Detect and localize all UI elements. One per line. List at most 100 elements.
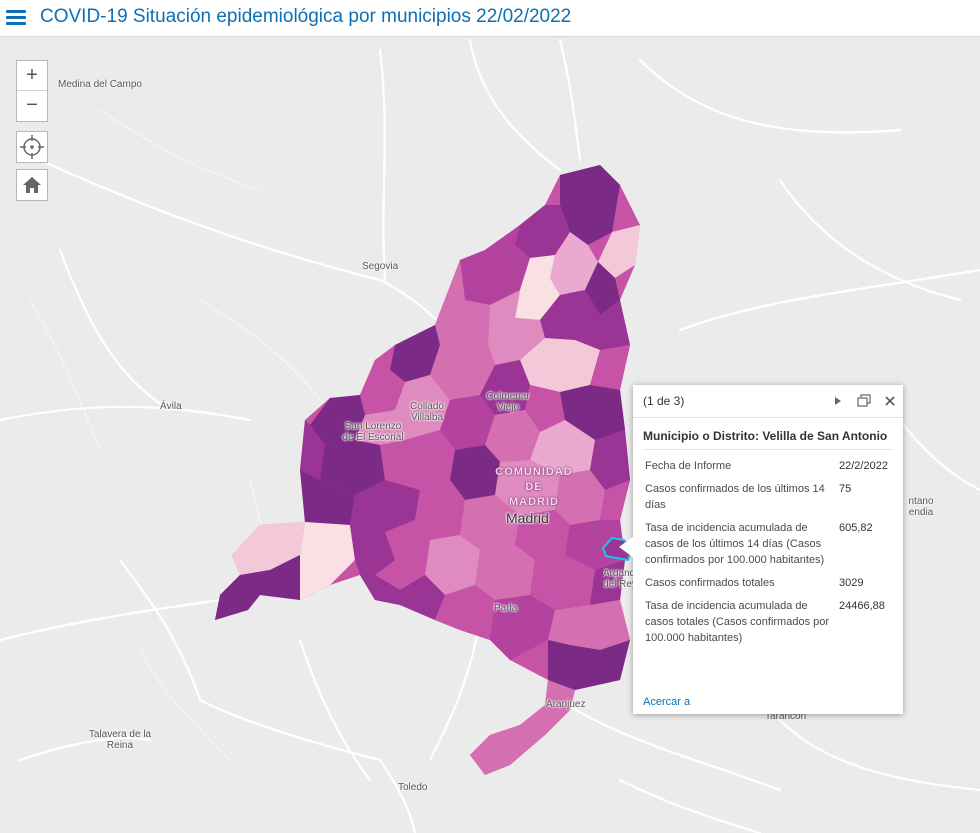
municipality[interactable]	[590, 345, 630, 390]
city-label: Aranjuez	[546, 699, 586, 710]
municipality[interactable]	[390, 325, 440, 382]
municipality[interactable]	[350, 480, 420, 532]
municipality[interactable]	[355, 375, 450, 445]
municipality[interactable]	[515, 510, 570, 560]
municipality[interactable]	[232, 522, 305, 575]
municipality[interactable]	[548, 600, 630, 650]
municipality[interactable]	[530, 420, 595, 475]
locate-button[interactable]	[16, 131, 48, 163]
city-label: Medina del Campo	[58, 79, 142, 90]
municipality[interactable]	[300, 522, 355, 600]
city-label: Parla	[494, 603, 518, 614]
municipality[interactable]	[548, 640, 630, 690]
municipality[interactable]	[480, 360, 530, 415]
attribute-label: Tasa de incidencia acumulada de casos de…	[645, 522, 825, 566]
municipality[interactable]	[530, 555, 595, 610]
attribute-label: Tasa de incidencia acumulada de casos to…	[645, 600, 830, 644]
municipality[interactable]	[460, 495, 520, 550]
attribute-label: Casos confirmados de los últimos 14 días	[645, 483, 825, 511]
municipality[interactable]	[440, 395, 495, 450]
municipality[interactable]	[600, 480, 630, 520]
municipality[interactable]	[435, 585, 495, 640]
municipality[interactable]	[425, 535, 480, 595]
attribute-row: Tasa de incidencia acumulada de casos to…	[643, 595, 895, 650]
city-label: Talavera de la Reina	[88, 729, 152, 751]
municipality[interactable]	[490, 595, 555, 660]
municipality[interactable]	[555, 470, 605, 525]
city-label: Madrid	[506, 510, 549, 526]
city-label: Segovia	[362, 261, 399, 272]
attribute-label: Casos confirmados totales	[645, 577, 775, 589]
municipality[interactable]	[435, 260, 490, 352]
attribute-value: 24466,88	[839, 600, 885, 612]
municipality[interactable]	[590, 430, 630, 490]
municipality[interactable]	[310, 395, 365, 445]
municipality[interactable]	[515, 205, 570, 258]
madrid-region[interactable]	[215, 165, 640, 775]
popup-title: Municipio o Distrito: Velilla de San Ant…	[643, 429, 888, 443]
menu-icon[interactable]	[6, 10, 28, 26]
info-popup: (1 de 3) Municipio o Distrito: Velilla d…	[633, 385, 903, 714]
zoom-in-button[interactable]: +	[17, 61, 47, 91]
map-canvas[interactable]	[0, 37, 980, 833]
municipality[interactable]	[560, 165, 620, 245]
attribute-value: 22/2/2022	[839, 460, 888, 472]
municipality[interactable]	[360, 575, 445, 620]
municipality[interactable]	[470, 680, 575, 775]
municipality[interactable]	[485, 410, 540, 462]
zoom-to-link[interactable]: Acercar a	[643, 696, 691, 708]
popup-counter: (1 de 3)	[643, 394, 685, 408]
municipality[interactable]	[525, 385, 565, 432]
next-feature-button[interactable]	[829, 392, 847, 410]
municipality[interactable]	[215, 555, 300, 620]
city-label: ntano endia	[908, 496, 934, 518]
municipality[interactable]	[598, 225, 640, 278]
app-header: COVID-19 Situación epidemiológica por mu…	[0, 0, 980, 37]
zoom-control: + −	[16, 60, 48, 122]
dock-popup-button[interactable]	[855, 392, 873, 410]
home-icon	[23, 177, 41, 193]
city-label: San Lorenzo de El Escorial	[342, 421, 404, 443]
municipality[interactable]	[300, 470, 355, 525]
municipality[interactable]	[475, 545, 535, 600]
popup-divider	[643, 449, 893, 450]
municipality[interactable]	[350, 525, 395, 575]
municipality[interactable]	[415, 480, 465, 540]
municipality[interactable]	[550, 232, 598, 295]
municipality[interactable]	[450, 445, 500, 500]
popup-header: (1 de 3)	[633, 385, 903, 418]
play-icon	[835, 397, 841, 405]
attribute-table: Fecha de Informe 22/2/2022 Casos confirm…	[643, 455, 895, 650]
municipality[interactable]	[495, 460, 560, 515]
municipality[interactable]	[300, 420, 325, 480]
city-label: Collado Villalba	[410, 401, 444, 423]
municipality[interactable]	[560, 385, 625, 440]
municipality[interactable]	[590, 560, 625, 605]
attribute-row: Tasa de incidencia acumulada de casos de…	[643, 517, 895, 572]
municipality[interactable]	[488, 290, 545, 365]
region-label: COMUNIDAD DE MADRID	[495, 466, 573, 508]
attribute-label: Fecha de Informe	[645, 460, 732, 472]
locate-icon	[20, 135, 44, 159]
city-label: Toledo	[398, 782, 428, 793]
attribute-row: Fecha de Informe 22/2/2022	[643, 455, 895, 478]
municipality[interactable]	[585, 262, 620, 315]
city-label: Ávila	[160, 401, 182, 412]
municipality[interactable]	[515, 255, 560, 320]
city-label: Colmenar Viejo	[486, 391, 530, 413]
dock-icon	[857, 394, 871, 407]
municipality[interactable]	[430, 345, 495, 400]
municipality[interactable]	[320, 440, 385, 495]
municipality[interactable]	[540, 290, 630, 350]
municipality[interactable]	[385, 520, 430, 590]
municipality[interactable]	[360, 360, 405, 415]
road-network	[0, 38, 980, 833]
municipality[interactable]	[520, 338, 600, 392]
municipality[interactable]	[380, 430, 455, 490]
page-title: COVID-19 Situación epidemiológica por mu…	[40, 6, 572, 27]
municipality[interactable]	[460, 225, 530, 305]
close-icon	[885, 396, 895, 406]
home-button[interactable]	[16, 169, 48, 201]
close-popup-button[interactable]	[881, 392, 899, 410]
zoom-out-button[interactable]: −	[26, 94, 38, 116]
